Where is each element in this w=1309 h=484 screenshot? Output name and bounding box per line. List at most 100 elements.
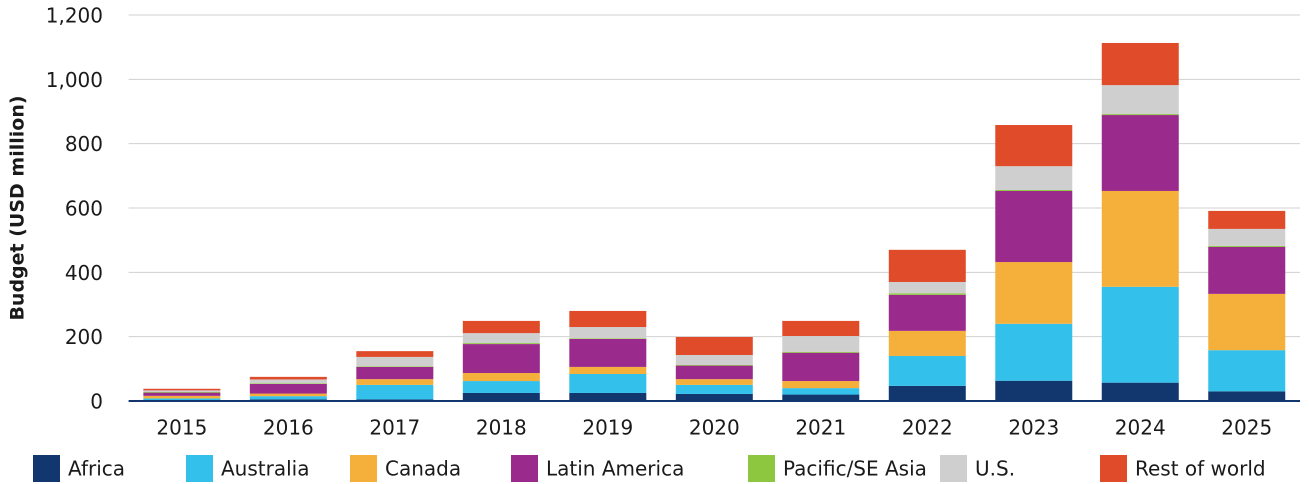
- bar-segment: [1101, 382, 1179, 401]
- bar-segment: [462, 343, 540, 345]
- bar-segment: [782, 388, 860, 395]
- x-tick-label: 2025: [1221, 416, 1272, 440]
- bar-segment: [888, 293, 966, 295]
- bar-segment: [143, 395, 221, 399]
- bar-segment: [356, 379, 434, 385]
- bar-segment: [143, 390, 221, 392]
- bar-segment: [356, 356, 434, 367]
- bar-segment: [888, 294, 966, 331]
- bar-segment: [569, 338, 647, 367]
- bar-segment: [782, 381, 860, 389]
- x-tick-label: 2021: [795, 416, 846, 440]
- legend-label: Canada: [385, 457, 461, 481]
- bar-segment: [249, 393, 327, 397]
- bar-segment: [569, 366, 647, 374]
- bar-segment: [569, 310, 647, 328]
- x-tick-label: 2024: [1115, 416, 1166, 440]
- x-tick-label: 2022: [902, 416, 953, 440]
- bar-segment: [1101, 114, 1179, 116]
- bar-segment: [675, 384, 753, 394]
- bar-segment: [1208, 228, 1286, 246]
- bar-segment: [569, 392, 647, 401]
- bar-segment: [995, 323, 1073, 381]
- bar-segment: [1208, 293, 1286, 351]
- legend-label: Pacific/SE Asia: [783, 457, 927, 481]
- bar-segment: [143, 398, 221, 401]
- bar-segment: [888, 249, 966, 282]
- y-tick-label: 600: [65, 197, 103, 221]
- bar-segment: [888, 281, 966, 294]
- bar-segment: [462, 320, 540, 334]
- y-tick-label: 400: [65, 261, 103, 285]
- legend-swatch: [186, 455, 213, 482]
- bar-segment: [249, 376, 327, 380]
- legend-swatch: [33, 455, 60, 482]
- bar-segment: [249, 383, 327, 394]
- y-tick-label: 0: [90, 390, 103, 414]
- bar-segment: [1208, 246, 1286, 294]
- x-tick-label: 2015: [156, 416, 207, 440]
- y-tick-label: 1,000: [46, 68, 103, 92]
- bar-segment: [462, 344, 540, 374]
- legend-swatch: [1100, 455, 1127, 482]
- bar-segment: [143, 392, 221, 396]
- bar-segment: [888, 355, 966, 386]
- x-tick-label: 2023: [1008, 416, 1059, 440]
- bar-segment: [995, 125, 1073, 167]
- x-tick-label: 2018: [476, 416, 527, 440]
- legend-label: Australia: [221, 457, 309, 481]
- x-tick-label: 2016: [263, 416, 314, 440]
- bar-segment: [143, 388, 221, 391]
- bar-segment: [782, 351, 860, 353]
- y-tick-label: 200: [65, 325, 103, 349]
- bar-segment: [995, 190, 1073, 263]
- legend-label: Rest of world: [1135, 457, 1266, 481]
- legend-label: Africa: [68, 457, 125, 481]
- bar-segment: [995, 380, 1073, 401]
- bar-segment: [462, 381, 540, 393]
- legend-label: Latin America: [546, 457, 684, 481]
- bar-segment: [675, 365, 753, 380]
- legend-swatch: [350, 455, 377, 482]
- bar-segment: [1101, 190, 1179, 287]
- bar-segment: [356, 384, 434, 400]
- bar-segment: [1101, 286, 1179, 383]
- y-tick-label: 800: [65, 132, 103, 156]
- x-tick-label: 2019: [582, 416, 633, 440]
- bar-segment: [569, 373, 647, 393]
- bar-segment: [462, 333, 540, 344]
- bar-segment: [356, 366, 434, 367]
- bar-segment: [462, 392, 540, 401]
- bar-segment: [1101, 115, 1179, 191]
- bar-segment: [569, 338, 647, 339]
- bar-segment: [1208, 350, 1286, 392]
- bar-segment: [1208, 391, 1286, 401]
- bar-segment: [995, 166, 1073, 190]
- bar-segment: [249, 379, 327, 384]
- bar-segment: [356, 366, 434, 380]
- bar-segment: [888, 330, 966, 356]
- x-tick-label: 2017: [369, 416, 420, 440]
- bar-segment: [249, 396, 327, 400]
- bar-segment: [782, 320, 860, 337]
- bar-segment: [143, 391, 221, 393]
- bar-segment: [888, 385, 966, 401]
- bar-segment: [782, 352, 860, 382]
- bar-segment: [569, 327, 647, 339]
- bar-segment: [675, 379, 753, 385]
- legend-swatch: [511, 455, 538, 482]
- bar-segment: [675, 393, 753, 401]
- bar-segment: [1208, 245, 1286, 247]
- bar-segment: [462, 373, 540, 382]
- x-tick-label: 2020: [689, 416, 740, 440]
- bar-segment: [1208, 210, 1286, 229]
- bar-segment: [675, 364, 753, 366]
- y-axis-title: Budget (USD million): [7, 95, 29, 320]
- legend-swatch: [940, 455, 967, 482]
- bar-segment: [249, 383, 327, 384]
- bar-segment: [782, 394, 860, 401]
- bar-segment: [782, 336, 860, 352]
- bar-segment: [1101, 85, 1179, 115]
- bar-segment: [675, 336, 753, 356]
- legend-label: U.S.: [975, 457, 1015, 481]
